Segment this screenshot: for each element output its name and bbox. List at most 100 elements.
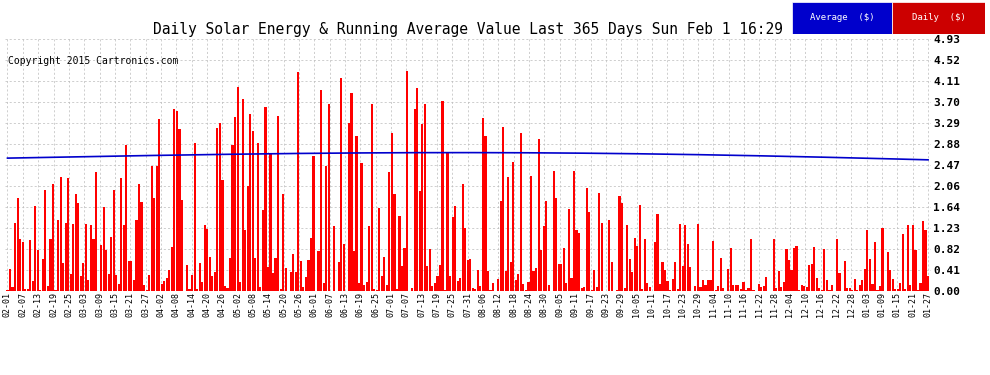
Bar bbox=[876, 290, 878, 291]
Bar bbox=[687, 244, 689, 291]
Bar bbox=[282, 194, 284, 291]
Bar bbox=[856, 290, 858, 291]
Bar bbox=[831, 285, 833, 291]
Bar bbox=[442, 101, 444, 291]
Bar bbox=[141, 202, 143, 291]
Bar bbox=[191, 274, 193, 291]
Bar bbox=[565, 283, 567, 291]
Bar bbox=[17, 198, 19, 291]
Bar bbox=[449, 276, 451, 291]
Bar bbox=[528, 282, 530, 291]
Bar bbox=[925, 230, 927, 291]
Bar bbox=[37, 250, 39, 291]
Bar bbox=[277, 117, 279, 291]
Bar bbox=[560, 264, 562, 291]
Bar bbox=[512, 162, 515, 291]
Bar bbox=[580, 288, 583, 291]
Bar bbox=[100, 245, 102, 291]
Bar bbox=[313, 156, 315, 291]
Bar bbox=[237, 87, 239, 291]
Bar bbox=[434, 283, 436, 291]
Bar bbox=[259, 287, 261, 291]
Bar bbox=[598, 193, 600, 291]
Bar bbox=[295, 272, 297, 291]
Bar bbox=[136, 220, 138, 291]
Bar bbox=[639, 206, 641, 291]
Bar bbox=[671, 279, 674, 291]
Bar bbox=[915, 250, 917, 291]
Bar bbox=[705, 285, 707, 291]
Bar bbox=[160, 284, 162, 291]
Bar bbox=[302, 287, 305, 291]
Bar bbox=[717, 286, 719, 291]
Bar bbox=[9, 269, 11, 291]
Bar bbox=[806, 287, 808, 291]
Bar bbox=[578, 232, 580, 291]
Bar bbox=[816, 278, 818, 291]
Bar bbox=[752, 290, 754, 291]
Bar bbox=[118, 284, 120, 291]
Bar bbox=[892, 279, 894, 291]
Bar bbox=[416, 88, 418, 291]
Bar bbox=[653, 242, 656, 291]
Bar bbox=[92, 240, 94, 291]
Bar bbox=[421, 124, 424, 291]
Bar bbox=[439, 266, 441, 291]
Bar bbox=[115, 276, 117, 291]
Bar bbox=[222, 180, 224, 291]
Bar bbox=[126, 146, 128, 291]
Bar bbox=[530, 176, 532, 291]
Bar bbox=[469, 260, 471, 291]
Bar bbox=[454, 206, 456, 291]
Bar bbox=[74, 194, 77, 291]
Bar bbox=[535, 267, 538, 291]
Bar bbox=[682, 266, 684, 291]
Bar bbox=[22, 242, 24, 291]
Bar bbox=[773, 239, 775, 291]
Bar bbox=[32, 281, 34, 291]
Bar bbox=[69, 274, 72, 291]
Bar bbox=[710, 280, 712, 291]
Bar bbox=[224, 286, 226, 291]
Bar bbox=[666, 281, 668, 291]
Bar bbox=[824, 249, 826, 291]
Bar bbox=[836, 238, 839, 291]
Bar bbox=[702, 280, 704, 291]
Bar bbox=[722, 288, 725, 291]
Bar bbox=[648, 288, 651, 291]
Bar bbox=[596, 287, 598, 291]
Bar bbox=[621, 203, 623, 291]
Bar bbox=[373, 289, 375, 291]
Bar bbox=[138, 184, 140, 291]
Bar bbox=[775, 288, 777, 291]
Bar bbox=[168, 270, 170, 291]
Bar bbox=[538, 139, 540, 291]
Bar bbox=[863, 269, 866, 291]
Bar bbox=[679, 224, 681, 291]
Bar bbox=[352, 251, 355, 291]
Bar bbox=[871, 284, 873, 291]
Bar bbox=[284, 268, 287, 291]
Bar bbox=[24, 289, 27, 291]
Bar bbox=[780, 286, 782, 291]
Bar bbox=[869, 260, 871, 291]
Bar bbox=[518, 273, 520, 291]
Bar bbox=[148, 274, 150, 291]
Bar bbox=[694, 286, 697, 291]
Bar bbox=[733, 285, 735, 291]
Bar bbox=[310, 238, 312, 291]
Bar bbox=[765, 277, 767, 291]
Bar bbox=[656, 214, 658, 291]
Bar bbox=[429, 249, 431, 291]
Bar bbox=[232, 145, 234, 291]
Bar bbox=[533, 271, 535, 291]
Bar bbox=[661, 262, 663, 291]
Bar bbox=[35, 207, 37, 291]
Bar bbox=[368, 226, 370, 291]
Bar bbox=[902, 234, 904, 291]
Bar bbox=[562, 248, 565, 291]
Bar bbox=[676, 289, 679, 291]
Bar bbox=[305, 277, 307, 291]
Bar bbox=[866, 230, 868, 291]
Bar bbox=[103, 207, 105, 291]
